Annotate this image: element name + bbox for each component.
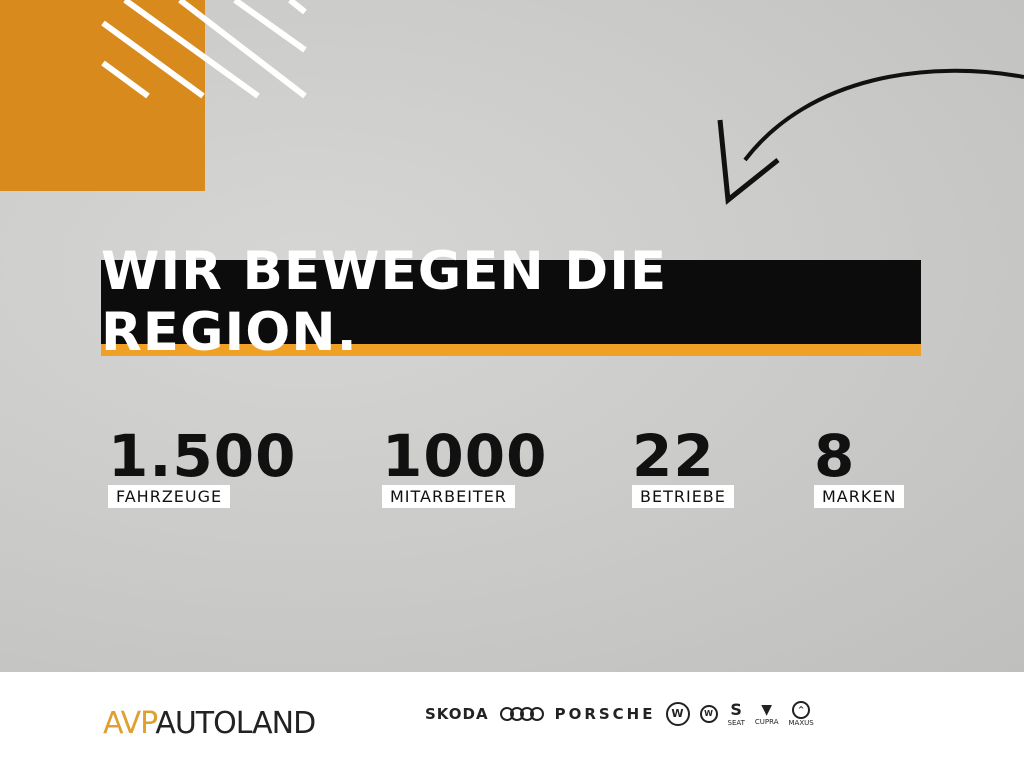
logo-autoland: AUTOLAND bbox=[155, 706, 316, 741]
cupra-caption: CUPRA bbox=[754, 717, 779, 726]
footer bbox=[0, 672, 1024, 768]
porsche-logo: PORSCHE bbox=[554, 704, 656, 723]
stat-vehicles: 1.500 FAHRZEUGE bbox=[108, 425, 296, 508]
volkswagen-logo-icon: W bbox=[665, 701, 690, 726]
curved-arrow-icon bbox=[717, 68, 1024, 205]
logo-avp: AVP bbox=[103, 706, 156, 741]
diagonal-stripes bbox=[101, 0, 307, 99]
headline-banner: WIR BEWEGEN DIE REGION. bbox=[101, 241, 921, 363]
stat-label: FAHRZEUGE bbox=[108, 485, 231, 508]
brand-logos: SKODA PORSCHE W W S SEAT ▼ CUPRA ^ MAXUS bbox=[425, 700, 814, 727]
stat-brands: 8 MARKEN bbox=[814, 422, 905, 508]
stat-label: BETRIEBE bbox=[632, 485, 734, 508]
skoda-logo: SKODA bbox=[425, 704, 489, 723]
cupra-logo: ▼ CUPRA bbox=[754, 701, 779, 726]
seat-logo: S SEAT bbox=[727, 700, 745, 727]
stat-value: 22 bbox=[632, 422, 715, 490]
stat-locations: 22 BETRIEBE bbox=[632, 425, 734, 508]
avp-autoland-logo: AVPAUTOLAND bbox=[103, 706, 316, 741]
seat-caption: SEAT bbox=[727, 719, 745, 727]
stat-value: 1000 bbox=[382, 422, 548, 490]
stat-label: MITARBEITER bbox=[382, 485, 515, 508]
stat-label: MARKEN bbox=[814, 485, 905, 508]
headline-text: WIR BEWEGEN DIE REGION. bbox=[101, 241, 668, 363]
stat-value: 1.500 bbox=[108, 422, 297, 490]
vw-commercial-logo: W bbox=[699, 704, 718, 723]
audi-rings-icon bbox=[499, 706, 544, 721]
stat-employees: 1000 MITARBEITER bbox=[382, 425, 547, 508]
maxus-caption: MAXUS bbox=[788, 718, 814, 727]
stat-value: 8 bbox=[814, 422, 856, 490]
maxus-logo: ^ MAXUS bbox=[788, 700, 814, 727]
